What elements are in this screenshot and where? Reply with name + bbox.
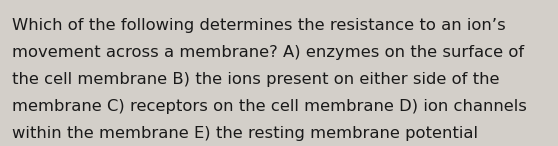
- Text: within the membrane E) the resting membrane potential: within the membrane E) the resting membr…: [12, 126, 478, 141]
- Text: the cell membrane B) the ions present on either side of the: the cell membrane B) the ions present on…: [12, 72, 500, 87]
- Text: membrane C) receptors on the cell membrane D) ion channels: membrane C) receptors on the cell membra…: [12, 99, 527, 114]
- Text: Which of the following determines the resistance to an ion’s: Which of the following determines the re…: [12, 18, 506, 33]
- Text: movement across a membrane? A) enzymes on the surface of: movement across a membrane? A) enzymes o…: [12, 45, 525, 60]
